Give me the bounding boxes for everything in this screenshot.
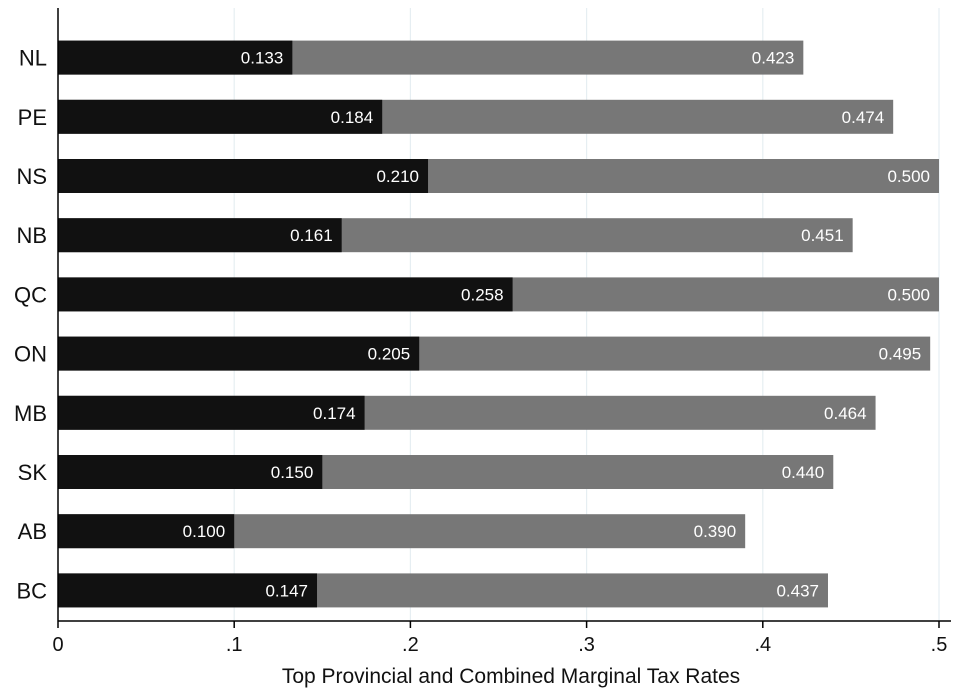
combined-rate-label-mb: 0.464 xyxy=(824,404,867,423)
combined-rate-label-bc: 0.437 xyxy=(776,581,819,600)
combined-rate-label-qc: 0.500 xyxy=(887,285,930,304)
provincial-rate-bar-sk xyxy=(58,455,323,489)
category-label-bc: BC xyxy=(16,578,47,603)
provincial-rate-label-nb: 0.161 xyxy=(290,226,333,245)
combined-rate-label-ab: 0.390 xyxy=(694,522,737,541)
provincial-rate-bar-pe xyxy=(58,99,383,134)
provincial-rate-label-nl: 0.133 xyxy=(241,49,284,68)
provincial-rate-bar-bc xyxy=(58,573,318,608)
category-label-ns: NS xyxy=(16,164,47,189)
bars xyxy=(58,40,939,608)
category-label-nb: NB xyxy=(16,223,47,248)
category-label-on: ON xyxy=(14,342,47,367)
category-label-mb: MB xyxy=(14,401,47,426)
x-tick-label: .4 xyxy=(754,634,771,656)
combined-rate-label-ns: 0.500 xyxy=(887,167,930,186)
combined-rate-label-on: 0.495 xyxy=(879,345,922,364)
x-tick-label: .2 xyxy=(402,634,419,656)
provincial-rate-bar-nb xyxy=(58,218,342,253)
provincial-rate-label-pe: 0.184 xyxy=(331,108,374,127)
value-labels: 0.423 0.474 0.500 0.451 0.500 0.495 0.464 0.440… xyxy=(183,49,930,601)
category-label-sk: SK xyxy=(18,460,48,485)
category-label-ab: AB xyxy=(18,519,47,544)
x-tick-label: .5 xyxy=(931,634,948,656)
provincial-rate-label-sk: 0.150 xyxy=(271,463,314,482)
provincial-rate-bar-mb xyxy=(58,395,365,430)
provincial-rate-bar-ns xyxy=(58,159,429,193)
provincial-rate-label-ns: 0.210 xyxy=(376,167,419,186)
provincial-rate-label-bc: 0.147 xyxy=(265,581,308,600)
category-label-pe: PE xyxy=(18,105,47,130)
axes: NL PE NS NB QC ON MB SK AB BC 0 .1 .2 .3 .4 .5 xyxy=(14,8,951,656)
provincial-rate-bar-qc xyxy=(58,277,513,312)
combined-rate-label-nl: 0.423 xyxy=(752,49,795,68)
combined-rate-label-pe: 0.474 xyxy=(842,108,885,127)
x-tick-label: 0 xyxy=(52,634,63,656)
x-tick-label: .3 xyxy=(578,634,595,656)
category-label-nl: NL xyxy=(19,46,47,71)
provincial-rate-label-on: 0.205 xyxy=(368,345,411,364)
combined-rate-label-sk: 0.440 xyxy=(782,463,825,482)
x-tick-label: .1 xyxy=(226,634,243,656)
category-label-qc: QC xyxy=(14,282,47,307)
provincial-rate-label-qc: 0.258 xyxy=(461,285,504,304)
x-axis-title: Top Provincial and Combined Marginal Tax… xyxy=(282,665,740,688)
combined-rate-label-nb: 0.451 xyxy=(801,226,844,245)
provincial-rate-bar-on xyxy=(58,336,420,371)
provincial-rate-label-mb: 0.174 xyxy=(313,404,356,423)
provincial-rate-bar-nl xyxy=(58,40,293,75)
provincial-rate-label-ab: 0.100 xyxy=(183,522,226,541)
provincial-rate-bar-ab xyxy=(58,514,235,549)
